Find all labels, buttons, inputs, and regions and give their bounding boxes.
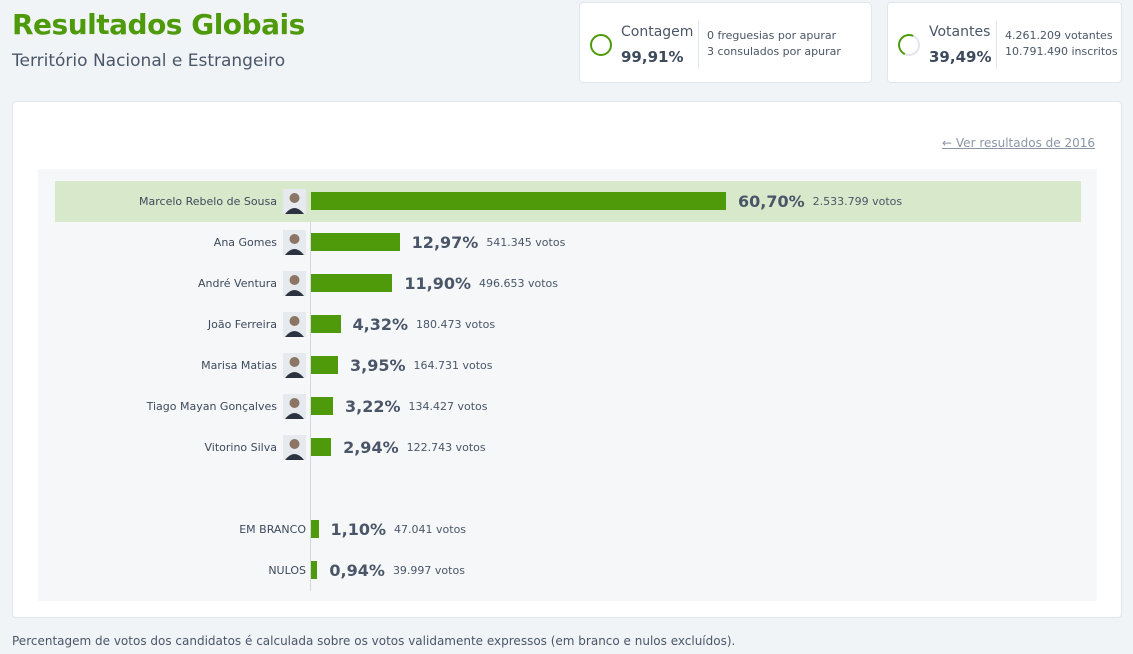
candidate-photo bbox=[283, 230, 306, 255]
candidate-photo bbox=[283, 189, 306, 214]
candidate-row-em-branco[interactable]: EM BRANCO 1,10% 47.041 votos bbox=[55, 509, 1081, 550]
vote-percentage: 0,94% bbox=[329, 561, 385, 580]
footnote: Percentagem de votos dos candidatos é ca… bbox=[12, 634, 736, 648]
candidate-name: Tiago Mayan Gonçalves bbox=[146, 400, 277, 413]
vote-count: 2.533.799 votos bbox=[812, 195, 903, 208]
vote-count: 541.345 votos bbox=[486, 236, 566, 249]
vote-bar bbox=[311, 520, 319, 538]
candidate-row-marisa-matias[interactable]: Marisa Matias 3,95% 164.731 votos bbox=[55, 345, 1081, 386]
votantes-count: 4.261.209 votantes bbox=[1005, 29, 1113, 42]
vote-bar bbox=[311, 233, 400, 251]
candidate-name: NULOS bbox=[268, 564, 306, 577]
vote-count: 134.427 votos bbox=[408, 400, 488, 413]
vote-count: 180.473 votos bbox=[416, 318, 496, 331]
candidate-photo bbox=[283, 271, 306, 296]
candidate-name: João Ferreira bbox=[207, 318, 277, 331]
vote-percentage: 11,90% bbox=[404, 274, 471, 293]
candidate-name: Marisa Matias bbox=[201, 359, 277, 372]
candidate-name: EM BRANCO bbox=[239, 523, 306, 536]
vote-percentage: 4,32% bbox=[352, 315, 409, 334]
page-subtitle: Território Nacional e Estrangeiro bbox=[12, 51, 286, 71]
candidate-row-andre-ventura[interactable]: André Ventura 11,90% 496.653 votos bbox=[55, 263, 1081, 304]
results-panel: ← Ver resultados de 2016 Marcelo Rebelo … bbox=[12, 101, 1122, 618]
contagem-label: Contagem bbox=[621, 24, 694, 40]
vote-count: 39.997 votos bbox=[392, 564, 465, 577]
contagem-freguesias: 0 freguesias por apurar bbox=[707, 29, 837, 42]
previous-results-label: Ver resultados de 2016 bbox=[955, 136, 1095, 150]
divider bbox=[698, 21, 699, 69]
vote-percentage: 1,10% bbox=[330, 520, 387, 539]
vote-percentage: 2,94% bbox=[343, 438, 399, 457]
candidate-photo bbox=[283, 394, 306, 419]
candidate-name: André Ventura bbox=[198, 277, 277, 290]
vote-percentage: 3,95% bbox=[350, 356, 406, 375]
vote-count: 122.743 votos bbox=[406, 441, 486, 454]
contagem-progress-ring-icon bbox=[590, 34, 612, 56]
vote-bar bbox=[311, 397, 333, 415]
vote-percentage: 12,97% bbox=[411, 233, 479, 252]
vote-count: 496.653 votos bbox=[478, 277, 558, 290]
votantes-progress-ring-icon bbox=[894, 30, 924, 60]
vote-bar bbox=[311, 192, 726, 210]
inscritos-count: 10.791.490 inscritos bbox=[1005, 45, 1118, 58]
candidate-photo bbox=[283, 435, 306, 460]
vote-count: 164.731 votos bbox=[413, 359, 493, 372]
candidate-photo bbox=[283, 312, 306, 337]
candidate-row-nulos[interactable]: NULOS 0,94% 39.997 votos bbox=[55, 550, 1081, 591]
vote-percentage: 3,22% bbox=[345, 397, 401, 416]
vote-percentage: 60,70% bbox=[738, 192, 805, 211]
divider bbox=[996, 21, 997, 69]
previous-results-link[interactable]: ← Ver resultados de 2016 bbox=[942, 136, 1095, 150]
vote-bar bbox=[311, 315, 341, 333]
vote-bar bbox=[311, 274, 393, 292]
contagem-consulados: 3 consulados por apurar bbox=[707, 45, 841, 58]
vote-bar bbox=[311, 356, 338, 374]
candidate-photo bbox=[283, 353, 306, 378]
candidate-name: Marcelo Rebelo de Sousa bbox=[139, 195, 277, 208]
candidate-row-vitorino-silva[interactable]: Vitorino Silva 2,94% 122.743 votos bbox=[55, 427, 1081, 468]
candidate-row-ana-gomes[interactable]: Ana Gomes 12,97% 541.345 votos bbox=[55, 222, 1081, 263]
vote-bar bbox=[311, 438, 332, 456]
candidate-row-joao-ferreira[interactable]: João Ferreira 4,32% 180.473 votos bbox=[55, 304, 1081, 345]
votantes-label: Votantes bbox=[929, 24, 991, 40]
candidate-name: Vitorino Silva bbox=[204, 441, 277, 454]
page-title: Resultados Globais bbox=[12, 8, 305, 41]
results-chart: Marcelo Rebelo de Sousa 60,70% 2.533.799 v… bbox=[38, 169, 1097, 601]
candidate-name: Ana Gomes bbox=[213, 236, 277, 249]
vote-count: 47.041 votos bbox=[394, 523, 467, 536]
vote-bar bbox=[311, 561, 318, 579]
contagem-card: Contagem 99,91% 0 freguesias por apurar … bbox=[579, 2, 872, 83]
candidate-row-tiago-mayan-goncalves[interactable]: Tiago Mayan Gonçalves 3,22% 134.427 votos bbox=[55, 386, 1081, 427]
votantes-card: Votantes 39,49% 4.261.209 votantes 10.79… bbox=[887, 2, 1122, 83]
chart-axis-line bbox=[310, 181, 311, 591]
votantes-value: 39,49% bbox=[929, 48, 992, 66]
candidate-row-marcelo-rebelo-de-sousa[interactable]: Marcelo Rebelo de Sousa 60,70% 2.533.799 v… bbox=[55, 181, 1081, 222]
arrow-left-icon: ← bbox=[942, 136, 953, 150]
contagem-value: 99,91% bbox=[621, 48, 684, 66]
